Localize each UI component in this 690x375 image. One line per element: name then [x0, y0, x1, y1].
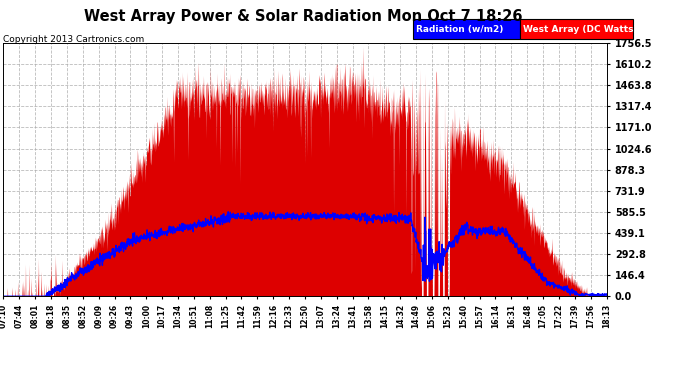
Text: West Array (DC Watts): West Array (DC Watts) — [523, 25, 638, 34]
Text: West Array Power & Solar Radiation Mon Oct 7 18:26: West Array Power & Solar Radiation Mon O… — [84, 9, 523, 24]
Text: Radiation (w/m2): Radiation (w/m2) — [416, 25, 504, 34]
Text: Copyright 2013 Cartronics.com: Copyright 2013 Cartronics.com — [3, 34, 145, 44]
